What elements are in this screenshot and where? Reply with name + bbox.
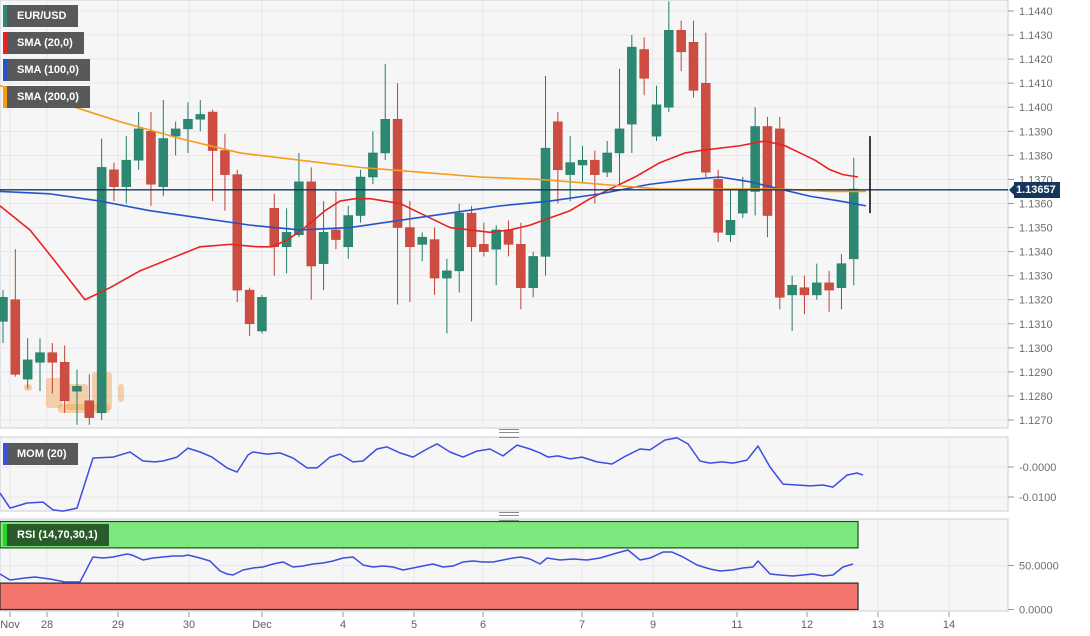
momentum-legend-chip[interactable]: MOM (20): [3, 443, 78, 465]
svg-text:1.1320: 1.1320: [1019, 295, 1053, 307]
rsi-label: RSI (14,70,30,1): [17, 529, 98, 541]
svg-text:1.1270: 1.1270: [1019, 415, 1053, 427]
svg-text:1.1380: 1.1380: [1019, 150, 1053, 162]
sma20-color-bar-icon: [3, 32, 7, 54]
panel-resize-handle-mom[interactable]: [499, 429, 519, 438]
axis-labels: 1.1440 1.1430 1.1420 1.1410 1.1400 1.1390 1.13…: [0, 6, 1059, 631]
svg-text:1.1440: 1.1440: [1019, 6, 1053, 18]
symbol-color-bar-icon: [3, 5, 7, 27]
svg-text:-0.0100: -0.0100: [1019, 492, 1056, 504]
sma100-label: SMA (100,0): [17, 64, 79, 76]
symbol-legend-chip[interactable]: EUR/USD: [3, 5, 78, 27]
rsi-bands: [0, 520, 859, 611]
svg-text:6: 6: [480, 619, 486, 631]
svg-text:1.1390: 1.1390: [1019, 126, 1053, 138]
sma200-label: SMA (200,0): [17, 91, 79, 103]
svg-text:29: 29: [112, 619, 124, 631]
svg-text:7: 7: [579, 619, 585, 631]
svg-text:1.1430: 1.1430: [1019, 30, 1053, 42]
symbol-label: EUR/USD: [17, 10, 67, 22]
svg-text:1.1310: 1.1310: [1019, 319, 1053, 331]
svg-text:4: 4: [340, 619, 346, 631]
sma100-legend-chip[interactable]: SMA (100,0): [3, 59, 90, 81]
svg-text:11: 11: [731, 619, 742, 631]
panel-resize-handle-rsi[interactable]: [499, 512, 519, 521]
svg-text:1.1290: 1.1290: [1019, 367, 1053, 379]
sma20-legend-chip[interactable]: SMA (20,0): [3, 32, 84, 54]
sma200-legend-chip[interactable]: SMA (200,0): [3, 86, 90, 108]
svg-text:Dec: Dec: [252, 619, 272, 631]
last-price-value: 1.13657: [1014, 181, 1060, 198]
svg-text:28: 28: [41, 619, 53, 631]
svg-text:1.1300: 1.1300: [1019, 343, 1053, 355]
price-badge-arrow-icon: [1009, 184, 1014, 195]
last-price-badge: 1.13657: [1009, 181, 1060, 198]
svg-text:1.1420: 1.1420: [1019, 54, 1053, 66]
svg-text:1.1410: 1.1410: [1019, 78, 1053, 90]
svg-text:0.0000: 0.0000: [1019, 605, 1053, 617]
sma100-color-bar-icon: [3, 59, 7, 81]
svg-text:5: 5: [411, 619, 417, 631]
candlesticks[interactable]: [0, 1, 859, 425]
momentum-label: MOM (20): [17, 448, 67, 460]
indicator-lines: [0, 437, 864, 583]
svg-text:30: 30: [183, 619, 195, 631]
sma20-label: SMA (20,0): [17, 37, 73, 49]
gridlines: [0, 1, 1008, 610]
momentum-color-bar-icon: [3, 443, 7, 465]
svg-text:-0.0000: -0.0000: [1019, 462, 1056, 474]
svg-text:13: 13: [872, 619, 884, 631]
svg-text:14: 14: [943, 619, 955, 631]
svg-text:1.1340: 1.1340: [1019, 247, 1053, 259]
rsi-color-bar-icon: [3, 524, 7, 546]
svg-text:1.1350: 1.1350: [1019, 223, 1053, 235]
svg-text:50.0000: 50.0000: [1019, 561, 1059, 573]
svg-text:12: 12: [801, 619, 813, 631]
svg-text:1.1330: 1.1330: [1019, 271, 1053, 283]
svg-text:1.1360: 1.1360: [1019, 198, 1053, 210]
svg-text:1.1400: 1.1400: [1019, 102, 1053, 114]
svg-text:9: 9: [650, 619, 656, 631]
rsi-legend-chip[interactable]: RSI (14,70,30,1): [3, 524, 109, 546]
sma-overlay-lines: [0, 84, 867, 301]
sma200-color-bar-icon: [3, 86, 7, 108]
svg-text:Nov: Nov: [0, 619, 20, 631]
svg-text:1.1280: 1.1280: [1019, 391, 1053, 403]
